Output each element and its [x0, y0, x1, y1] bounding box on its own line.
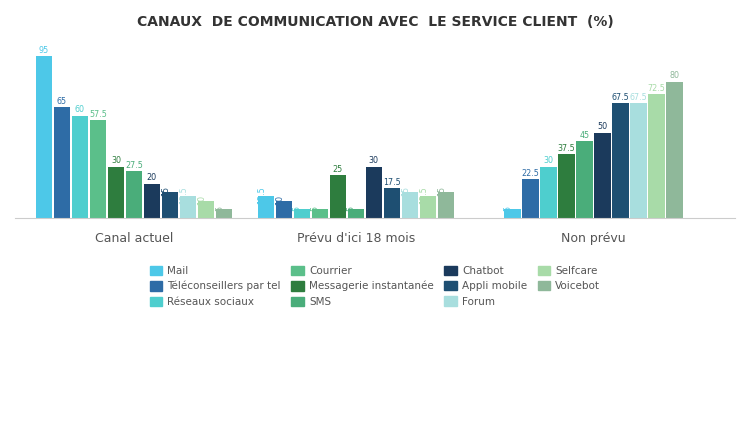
Text: 5: 5 — [215, 206, 224, 211]
Legend: Mail, Téléconseillers par tel, Réseaux sociaux, Courrier, Messagerie instantanée: Mail, Téléconseillers par tel, Réseaux s… — [146, 261, 604, 311]
Text: 65: 65 — [57, 97, 67, 106]
Text: 20: 20 — [147, 173, 157, 182]
Text: 27.5: 27.5 — [125, 160, 142, 170]
Text: 15: 15 — [436, 186, 445, 196]
Bar — [649, 95, 664, 217]
Text: 37.5: 37.5 — [558, 144, 575, 152]
Bar — [329, 175, 346, 217]
Title: CANAUX  DE COMMUNICATION AVEC  LE SERVICE CLIENT  (%): CANAUX DE COMMUNICATION AVEC LE SERVICE … — [136, 15, 614, 29]
Text: 30: 30 — [369, 156, 379, 165]
Bar — [365, 167, 382, 217]
Bar — [523, 179, 538, 217]
Bar — [419, 196, 436, 217]
Bar — [257, 196, 274, 217]
Bar — [198, 201, 214, 217]
Bar — [162, 192, 178, 217]
Bar — [216, 209, 232, 217]
Text: 10: 10 — [274, 195, 284, 205]
Text: 50: 50 — [598, 122, 608, 131]
Bar — [72, 116, 88, 217]
Text: 10: 10 — [197, 195, 206, 205]
Text: 12.5: 12.5 — [179, 187, 188, 205]
Bar — [383, 188, 400, 217]
Bar — [347, 209, 364, 217]
Bar — [144, 184, 160, 217]
Bar — [505, 209, 520, 217]
Text: 15: 15 — [161, 186, 170, 196]
Text: 30: 30 — [111, 156, 121, 165]
Text: 12.5: 12.5 — [419, 187, 428, 205]
Bar — [54, 107, 70, 217]
Bar — [275, 201, 292, 217]
Text: 15: 15 — [400, 186, 410, 196]
Text: 72.5: 72.5 — [648, 84, 665, 93]
Bar — [180, 196, 196, 217]
Bar — [437, 192, 454, 217]
Bar — [541, 167, 556, 217]
Text: 5: 5 — [503, 206, 512, 211]
Text: 67.5: 67.5 — [612, 93, 629, 102]
Bar — [577, 141, 592, 217]
Text: 25: 25 — [332, 165, 343, 174]
Bar — [311, 209, 328, 217]
Text: 95: 95 — [39, 46, 49, 55]
Bar — [36, 56, 52, 217]
Text: 5: 5 — [292, 206, 302, 211]
Text: 5: 5 — [310, 206, 320, 211]
Bar — [293, 209, 310, 217]
Text: 17.5: 17.5 — [382, 178, 400, 187]
Bar — [667, 82, 682, 217]
Text: 57.5: 57.5 — [89, 110, 106, 118]
Bar — [595, 133, 610, 217]
Bar — [126, 171, 142, 217]
Text: 60: 60 — [75, 105, 85, 114]
Text: 22.5: 22.5 — [522, 169, 539, 178]
Bar — [108, 167, 124, 217]
Text: 5: 5 — [346, 206, 355, 211]
Text: 67.5: 67.5 — [630, 93, 647, 102]
Text: 30: 30 — [544, 156, 554, 165]
Bar — [613, 103, 628, 217]
Text: 45: 45 — [580, 131, 590, 140]
Text: 12.5: 12.5 — [256, 187, 265, 205]
Bar — [90, 120, 106, 217]
Text: 80: 80 — [670, 71, 680, 80]
Bar — [631, 103, 646, 217]
Bar — [559, 154, 574, 217]
Bar — [401, 192, 418, 217]
